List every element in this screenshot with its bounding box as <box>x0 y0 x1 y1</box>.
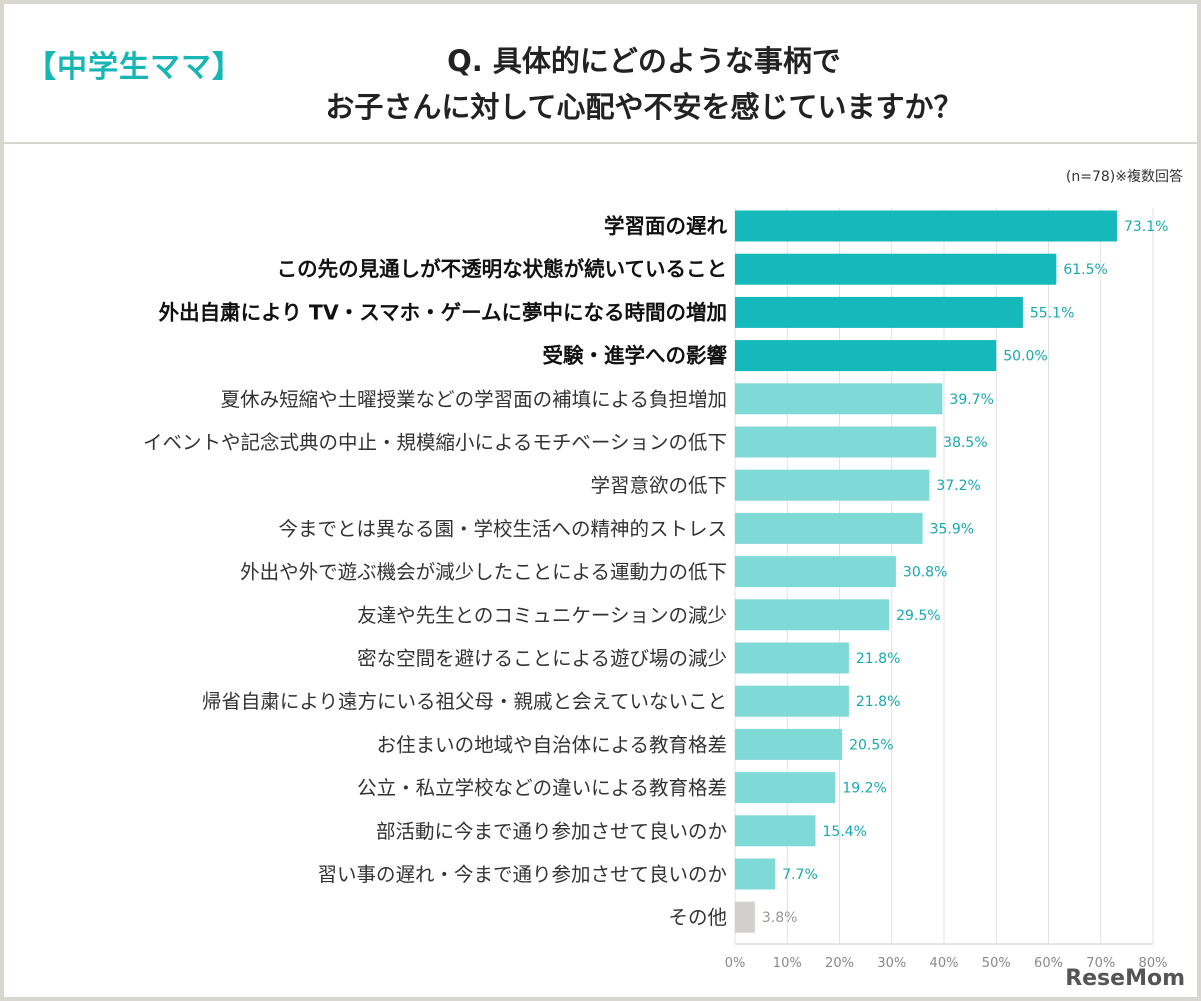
value-label: 29.5% <box>896 608 940 624</box>
category-label: イベントや記念式典の中止・規模縮小によるモチベーションの低下 <box>143 431 727 454</box>
bar <box>735 253 1057 285</box>
question-title-line1: Q. 具体的にどのような事柄で <box>447 44 841 78</box>
x-tick-label: 20% <box>825 956 854 971</box>
value-label: 50.0% <box>1003 349 1047 365</box>
bar <box>735 210 1117 242</box>
category-label: 習い事の遅れ・今まで通り参加させて良いのか <box>317 863 727 886</box>
value-label: 35.9% <box>930 521 974 537</box>
category-label: 外出自粛により TV・スマホ・ゲームに夢中になる時間の増加 <box>159 300 727 324</box>
category-label: 学習面の遅れ <box>604 214 727 238</box>
category-label: 密な空間を避けることによる遊び場の減少 <box>357 647 727 670</box>
resemom-logo: ReseMom <box>1065 966 1185 991</box>
chart-header: 【中学生ママ】 Q. 具体的にどのような事柄で お子さんに対して心配や不安を感じ… <box>4 4 1197 144</box>
category-label: お住まいの地域や自治体による教育格差 <box>377 733 727 756</box>
bar <box>735 642 849 674</box>
chart-frame: 【中学生ママ】 Q. 具体的にどのような事柄で お子さんに対して心配や不安を感じ… <box>4 4 1197 997</box>
bar <box>735 901 755 933</box>
bar <box>735 685 849 717</box>
segment-tag: 【中学生ママ】 <box>26 50 243 85</box>
category-label: 部活動に今まで通り参加させて良いのか <box>376 820 727 843</box>
x-tick-label: 50% <box>982 956 1011 971</box>
x-tick-label: 30% <box>877 956 906 971</box>
bar <box>735 512 923 544</box>
category-label: 外出や外で遊ぶ機会が減少したことによる運動力の低下 <box>240 561 727 584</box>
bar <box>735 296 1023 328</box>
x-tick-label: 10% <box>773 956 802 971</box>
category-label: 公立・私立学校などの違いによる教育格差 <box>357 777 727 800</box>
value-label: 38.5% <box>943 435 987 451</box>
bar <box>735 426 937 458</box>
bar-chart: 0% 10% 20% 30% 40% 50% 60% 70% 80% 学習面の遅れ 73.1% この先… <box>143 208 1168 971</box>
value-label: 21.8% <box>856 651 900 667</box>
x-tick-label: 80% <box>1139 956 1168 971</box>
value-label: 3.8% <box>762 910 798 926</box>
bar <box>735 772 836 804</box>
x-tick-label: 0% <box>725 956 746 971</box>
value-label: 21.8% <box>856 694 900 710</box>
bar <box>735 340 997 372</box>
category-label: 学習意欲の低下 <box>590 474 727 497</box>
bar <box>735 728 843 760</box>
bar <box>735 815 816 847</box>
category-label: 夏休み短縮や土曜授業などの学習面の補填による負担増加 <box>221 388 727 411</box>
bar <box>735 383 943 415</box>
value-label: 20.5% <box>849 737 893 753</box>
question-title-line2: お子さんに対して心配や不安を感じていますか？ <box>325 90 963 124</box>
x-tick-label: 70% <box>1086 956 1115 971</box>
bar <box>735 469 930 501</box>
value-label: 15.4% <box>822 824 866 840</box>
category-label: その他 <box>668 906 727 929</box>
category-label: この先の見通しが不透明な状態が続いていること <box>277 257 727 281</box>
value-label: 19.2% <box>842 781 886 797</box>
value-label: 39.7% <box>949 392 993 408</box>
value-label: 55.1% <box>1030 305 1074 321</box>
sample-note: (n=78)※複数回答 <box>1065 169 1183 185</box>
category-label: 受験・進学への影響 <box>543 344 728 368</box>
x-tick-label: 60% <box>1034 956 1063 971</box>
category-label: 今までとは異なる園・学校生活への精神的ストレス <box>278 517 727 540</box>
category-label: 友達や先生とのコミュニケーションの減少 <box>357 604 727 627</box>
value-label: 73.1% <box>1124 219 1168 235</box>
value-label: 61.5% <box>1063 262 1107 278</box>
value-label: 37.2% <box>936 478 980 494</box>
bar <box>735 858 776 890</box>
value-label: 30.8% <box>903 565 947 581</box>
value-label: 7.7% <box>782 867 818 883</box>
bar <box>735 556 896 588</box>
bar <box>735 599 890 631</box>
x-tick-label: 40% <box>930 956 959 971</box>
category-label: 帰省自粛により遠方にいる祖父母・親戚と会えていないこと <box>202 690 727 713</box>
